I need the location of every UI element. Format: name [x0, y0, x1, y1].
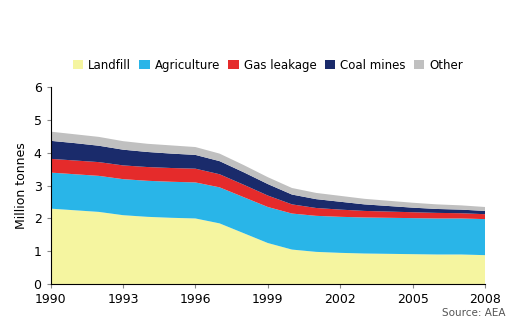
Y-axis label: Million tonnes: Million tonnes [15, 142, 28, 229]
Text: Source: AEA: Source: AEA [442, 308, 506, 318]
Legend: Landfill, Agriculture, Gas leakage, Coal mines, Other: Landfill, Agriculture, Gas leakage, Coal… [68, 54, 467, 76]
